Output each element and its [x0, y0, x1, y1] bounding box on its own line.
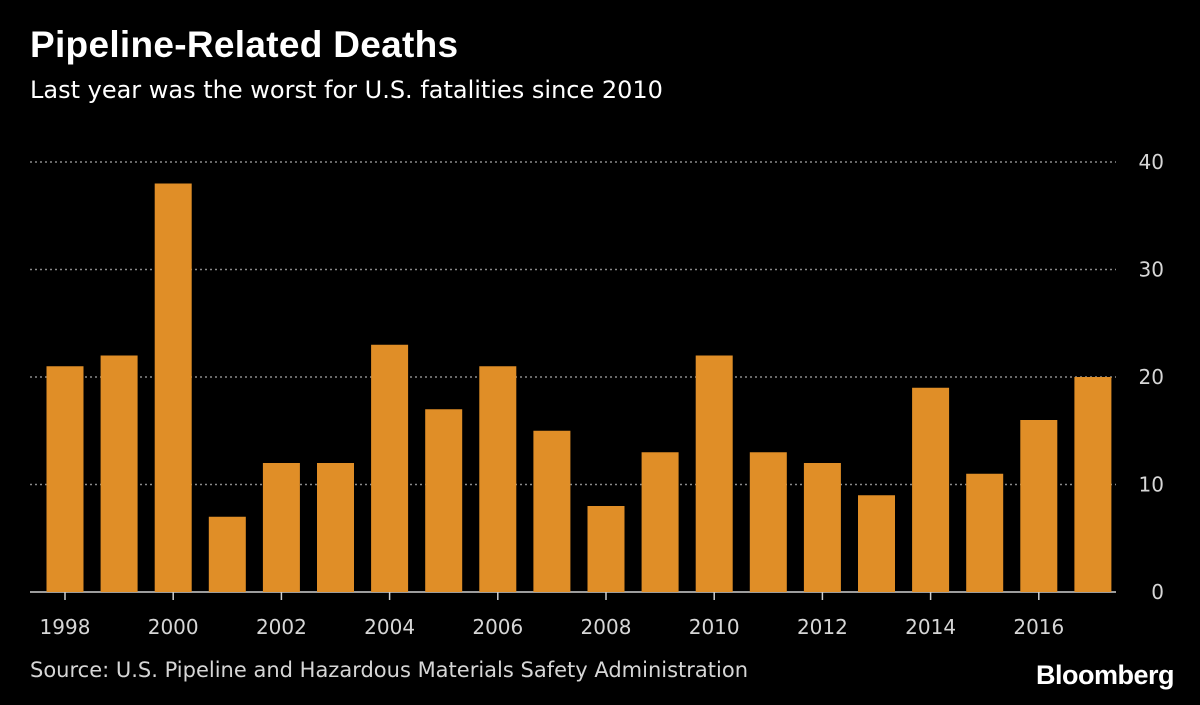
x-tick-label: 2010: [689, 615, 740, 639]
y-tick-label: 20: [1139, 365, 1164, 389]
y-tick-label: 10: [1139, 473, 1164, 497]
bars: [46, 183, 1112, 592]
bar-2012: [803, 463, 841, 592]
bar-2014: [912, 387, 950, 592]
x-tick-label: 1998: [40, 615, 91, 639]
gridlines: [30, 161, 1116, 593]
chart-title: Pipeline-Related Deaths: [30, 24, 459, 65]
x-tick-label: 2002: [256, 615, 307, 639]
bar-2013: [858, 495, 895, 592]
x-tick-label: 2014: [905, 615, 956, 639]
x-tick-label: 2004: [364, 615, 415, 639]
y-axis-ticks: 0 10 20 30 40: [1139, 150, 1164, 604]
bar-2009: [641, 452, 679, 592]
bar-2001: [208, 516, 246, 592]
x-tick-label: 2016: [1013, 615, 1064, 639]
bar-2016: [1020, 420, 1058, 592]
x-tick-label: 2008: [581, 615, 632, 639]
y-tick-label: 30: [1139, 258, 1164, 282]
bar-1998: [46, 366, 84, 592]
x-tick-label: 2006: [472, 615, 523, 639]
chart-subtitle: Last year was the worst for U.S. fatalit…: [30, 76, 663, 104]
bar-2005: [425, 409, 463, 592]
bar-2011: [749, 452, 787, 592]
y-tick-label: 0: [1151, 580, 1164, 604]
source-note: Source: U.S. Pipeline and Hazardous Mate…: [30, 658, 749, 682]
y-tick-label: 40: [1139, 150, 1164, 174]
bar-2006: [479, 366, 517, 592]
bloomberg-logo: Bloomberg: [1035, 660, 1175, 690]
bar-2015: [966, 473, 1004, 592]
bar-2003: [317, 463, 354, 592]
bar-2007: [533, 430, 571, 592]
x-tick-label: 2000: [148, 615, 199, 639]
bar-2008: [587, 506, 625, 592]
bar-2002: [262, 463, 300, 592]
bar-2017: [1074, 377, 1112, 592]
x-tick-label: 2012: [797, 615, 848, 639]
bar-2010: [695, 355, 733, 592]
bar-2004: [371, 344, 409, 592]
x-axis-ticks: 1998 2000 2002 2004 2006 2008 2010 2012 2014 2016: [40, 592, 1064, 639]
bar-1999: [100, 355, 138, 592]
bar-2000: [154, 183, 192, 592]
